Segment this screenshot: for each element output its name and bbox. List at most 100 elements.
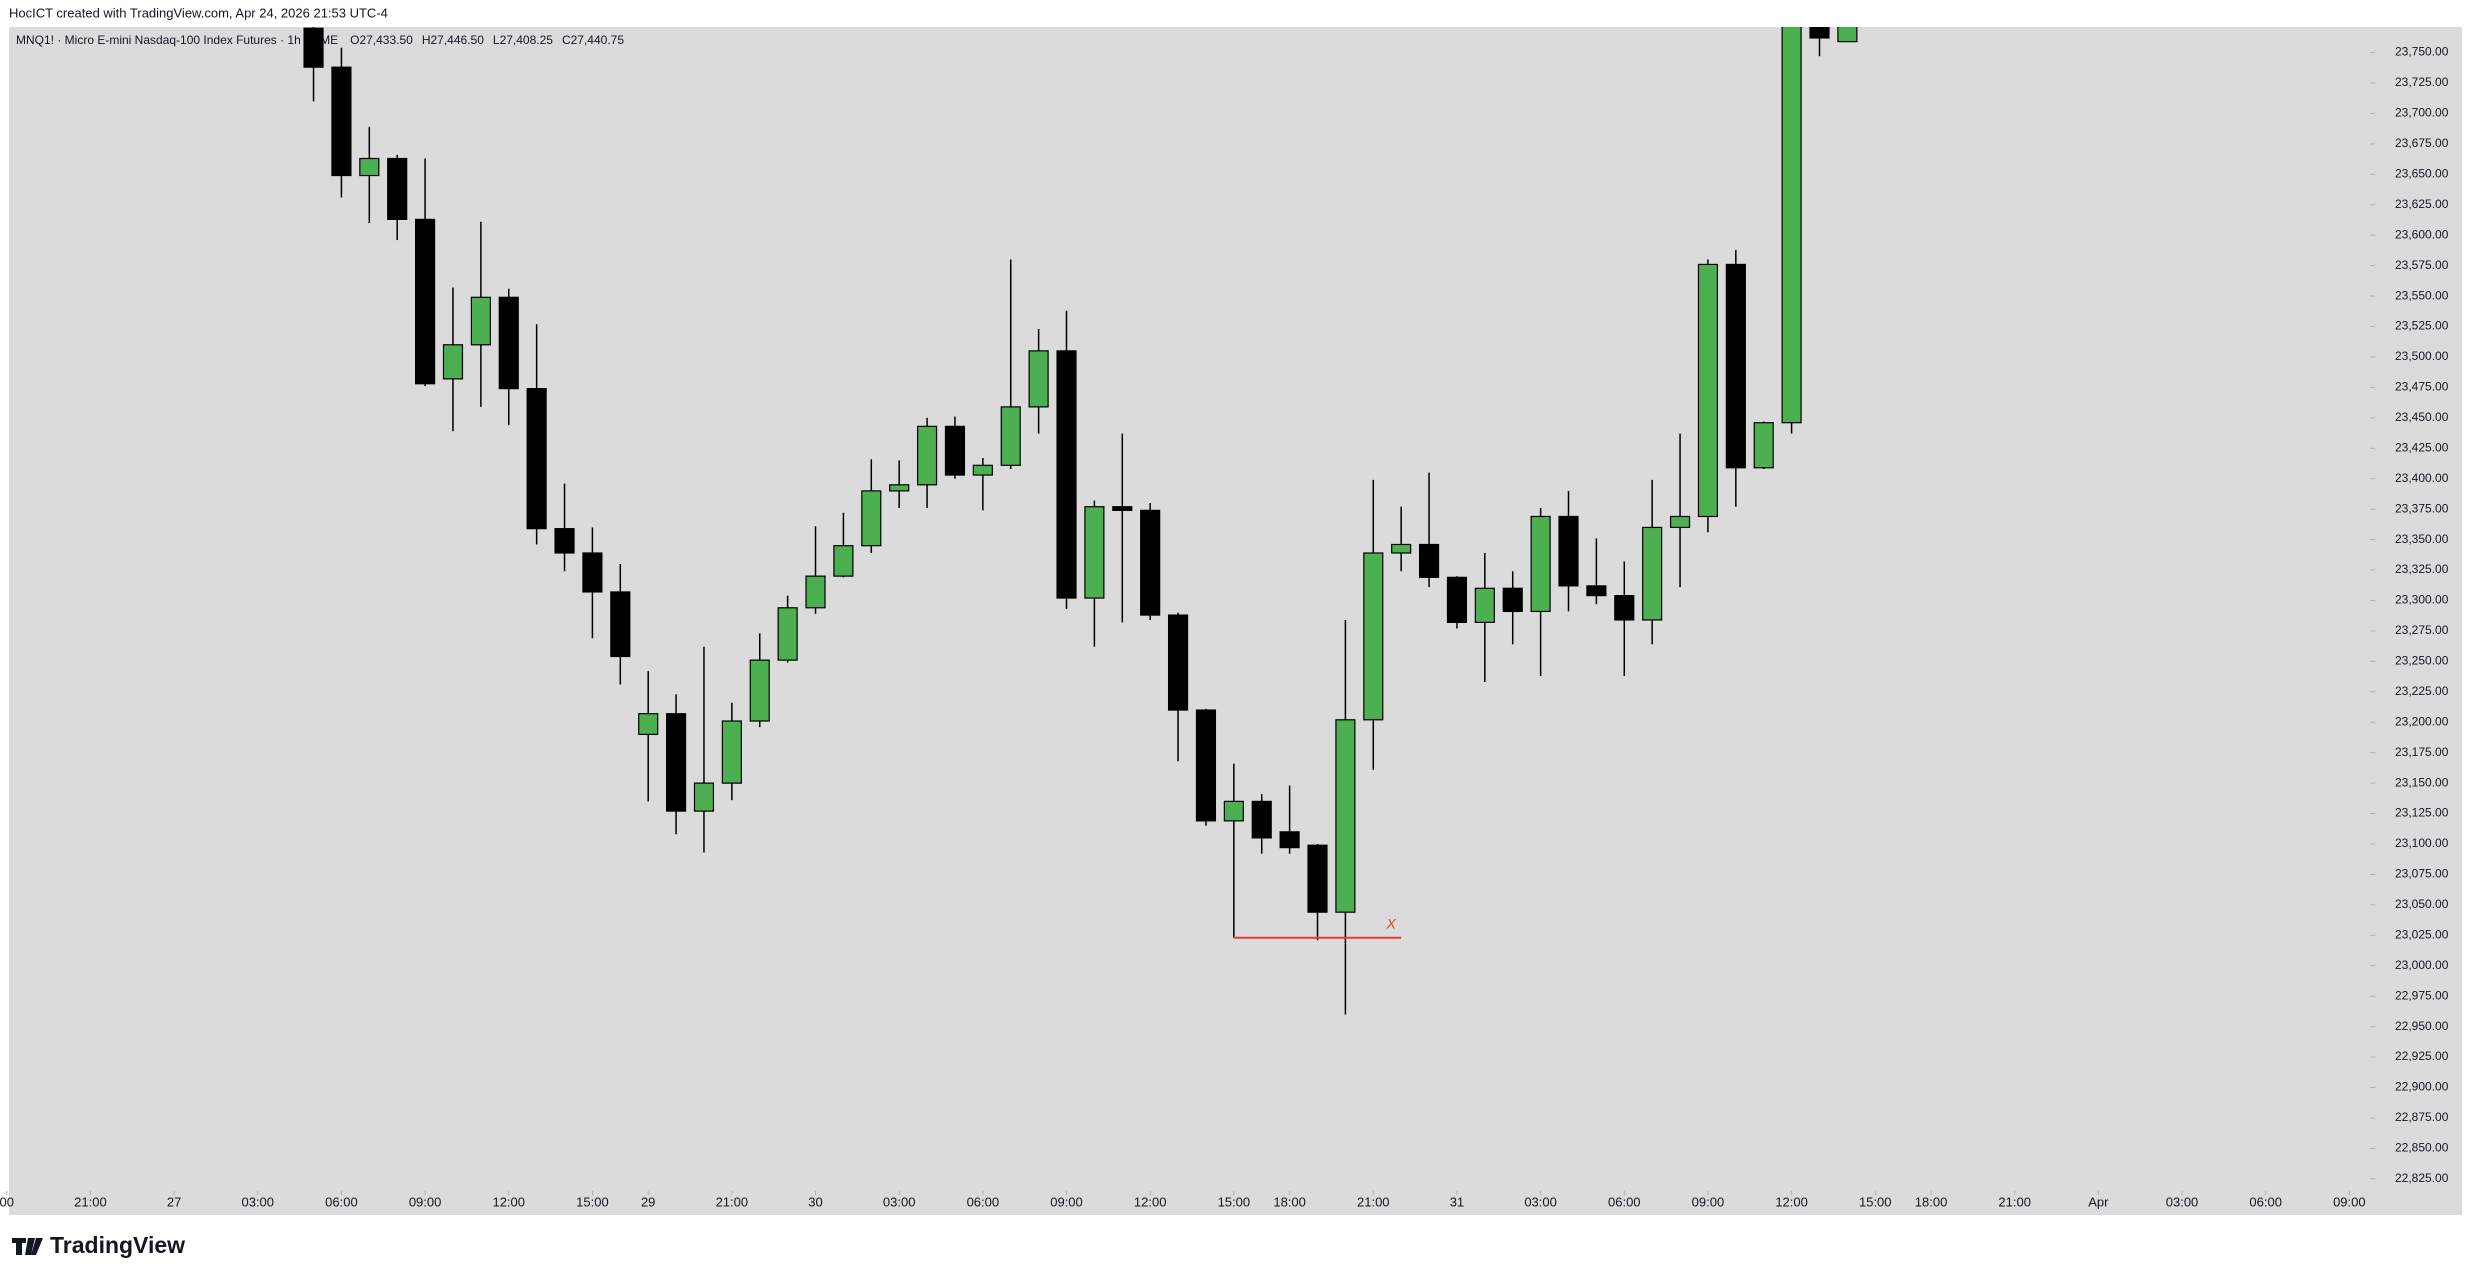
- x-tick-label: 12:00: [1775, 1194, 1808, 1209]
- x-tick-label: 15:00: [576, 1194, 609, 1209]
- x-tick-label: 15:00: [1218, 1194, 1251, 1209]
- candle-up: [1028, 350, 1049, 408]
- y-tick-label: 23,200.00: [2395, 714, 2449, 728]
- y-tick-label: 23,575.00: [2395, 258, 2449, 272]
- y-tick-label: 23,550.00: [2395, 288, 2449, 302]
- y-tick-label: 23,000.00: [2395, 958, 2449, 972]
- y-tick-label: 23,350.00: [2395, 532, 2449, 546]
- candle-down: [387, 157, 408, 220]
- x-tick-label: 03:00: [2166, 1194, 2199, 1209]
- x-tick-label: 21:00: [1998, 1194, 2031, 1209]
- y-tick-label: 22,975.00: [2395, 988, 2449, 1002]
- ohlc-label: L27,408.25: [493, 33, 553, 47]
- candle-down: [1112, 506, 1133, 511]
- candle-down: [1056, 350, 1077, 599]
- logo-icon: [12, 1238, 43, 1255]
- candle-down: [1446, 576, 1468, 623]
- candle-down: [1809, 27, 1830, 39]
- x-tick-label: 18:00: [1915, 1194, 1948, 1209]
- annotation-text: X: [1385, 915, 1396, 931]
- candle-down: [665, 713, 687, 812]
- candle-down: [498, 296, 519, 390]
- chart-background: [9, 27, 2462, 1215]
- candle-down: [610, 591, 631, 658]
- y-tick-label: 23,075.00: [2395, 867, 2449, 881]
- candle-up: [916, 425, 938, 486]
- x-tick-label: 06:00: [325, 1194, 358, 1209]
- candle-up: [805, 575, 826, 609]
- candle-up: [470, 296, 491, 346]
- y-tick-label: 23,275.00: [2395, 623, 2449, 637]
- candle-up: [1223, 800, 1244, 822]
- y-tick-label: 23,125.00: [2395, 806, 2449, 820]
- x-tick-label: 03:00: [883, 1194, 916, 1209]
- candle-down: [331, 66, 352, 177]
- candle-down: [1251, 800, 1272, 839]
- ohlc-label: O27,433.50: [350, 33, 413, 47]
- y-tick-label: 23,600.00: [2395, 227, 2449, 241]
- x-tick-label: 06:00: [1608, 1194, 1641, 1209]
- x-tick-label: 31: [1450, 1194, 1464, 1209]
- x-tick-label: 15:00: [1859, 1194, 1892, 1209]
- candle-up: [833, 545, 854, 577]
- x-tick-label: 12:00: [1134, 1194, 1167, 1209]
- x-tick-label: 03:00: [1524, 1194, 1557, 1209]
- x-tick-label: 12:00: [492, 1194, 525, 1209]
- candle-down: [1502, 587, 1523, 613]
- candle-down: [1167, 614, 1189, 711]
- candle-down: [303, 27, 324, 68]
- x-tick-label: 27: [167, 1194, 181, 1209]
- y-tick-label: 23,475.00: [2395, 380, 2449, 394]
- candle-down: [1279, 831, 1300, 849]
- y-tick-label: 23,700.00: [2395, 106, 2449, 120]
- header-text: HocICT created with TradingView.com, Apr…: [9, 5, 388, 20]
- x-tick-label: 03:00: [241, 1194, 274, 1209]
- y-tick-label: 23,175.00: [2395, 745, 2449, 759]
- candle-down: [526, 388, 547, 530]
- x-tick-label: 21:00: [716, 1194, 749, 1209]
- candle-up: [1335, 719, 1356, 913]
- candle-up: [1084, 506, 1105, 599]
- y-tick-label: 23,225.00: [2395, 684, 2449, 698]
- candle-up: [1391, 543, 1412, 554]
- candle-up: [721, 720, 742, 784]
- x-tick-label: 09:00: [409, 1194, 442, 1209]
- candle-up: [1642, 526, 1663, 621]
- x-tick-label: 21:00: [1357, 1194, 1390, 1209]
- x-tick-label: 06:00: [967, 1194, 1000, 1209]
- x-tick-label: 00: [0, 1194, 14, 1209]
- y-tick-label: 23,100.00: [2395, 836, 2449, 850]
- x-tick-label: 06:00: [2249, 1194, 2282, 1209]
- candle-up: [638, 713, 659, 736]
- candle-down: [1614, 595, 1635, 621]
- y-tick-label: 23,375.00: [2395, 501, 2449, 515]
- y-tick-label: 22,850.00: [2395, 1141, 2449, 1155]
- candle-down: [1140, 509, 1161, 616]
- legend: MNQ1! · Micro E-mini Nasdaq-100 Index Fu…: [16, 33, 624, 47]
- candle-up: [1697, 263, 1719, 518]
- candle-up: [1669, 515, 1691, 529]
- y-tick-label: 23,050.00: [2395, 897, 2449, 911]
- footer-logo: TradingView: [12, 1232, 185, 1258]
- candle-up: [889, 484, 910, 492]
- candle-up: [1474, 587, 1495, 623]
- candle-down: [415, 218, 436, 385]
- ohlc-label: C27,440.75: [562, 33, 624, 47]
- y-tick-label: 23,250.00: [2395, 654, 2449, 668]
- candle-down: [1586, 585, 1607, 597]
- candle-up: [777, 607, 798, 661]
- x-tick-label: Apr: [2088, 1194, 2109, 1209]
- y-tick-label: 23,650.00: [2395, 166, 2449, 180]
- candle-down: [1418, 543, 1440, 578]
- y-tick-label: 23,675.00: [2395, 136, 2449, 150]
- x-tick-label: 29: [641, 1194, 655, 1209]
- x-tick-label: 09:00: [2333, 1194, 2366, 1209]
- y-tick-label: 23,725.00: [2395, 75, 2449, 89]
- x-tick-label: 09:00: [1692, 1194, 1725, 1209]
- axes: 22,825.00 22,850.00 22,875.00 22,900.00 22,9…: [0, 45, 2449, 1210]
- candle-up: [861, 490, 882, 547]
- x-tick-label: 30: [808, 1194, 822, 1209]
- plot: X: [303, 27, 1858, 1015]
- y-tick-label: 23,625.00: [2395, 197, 2449, 211]
